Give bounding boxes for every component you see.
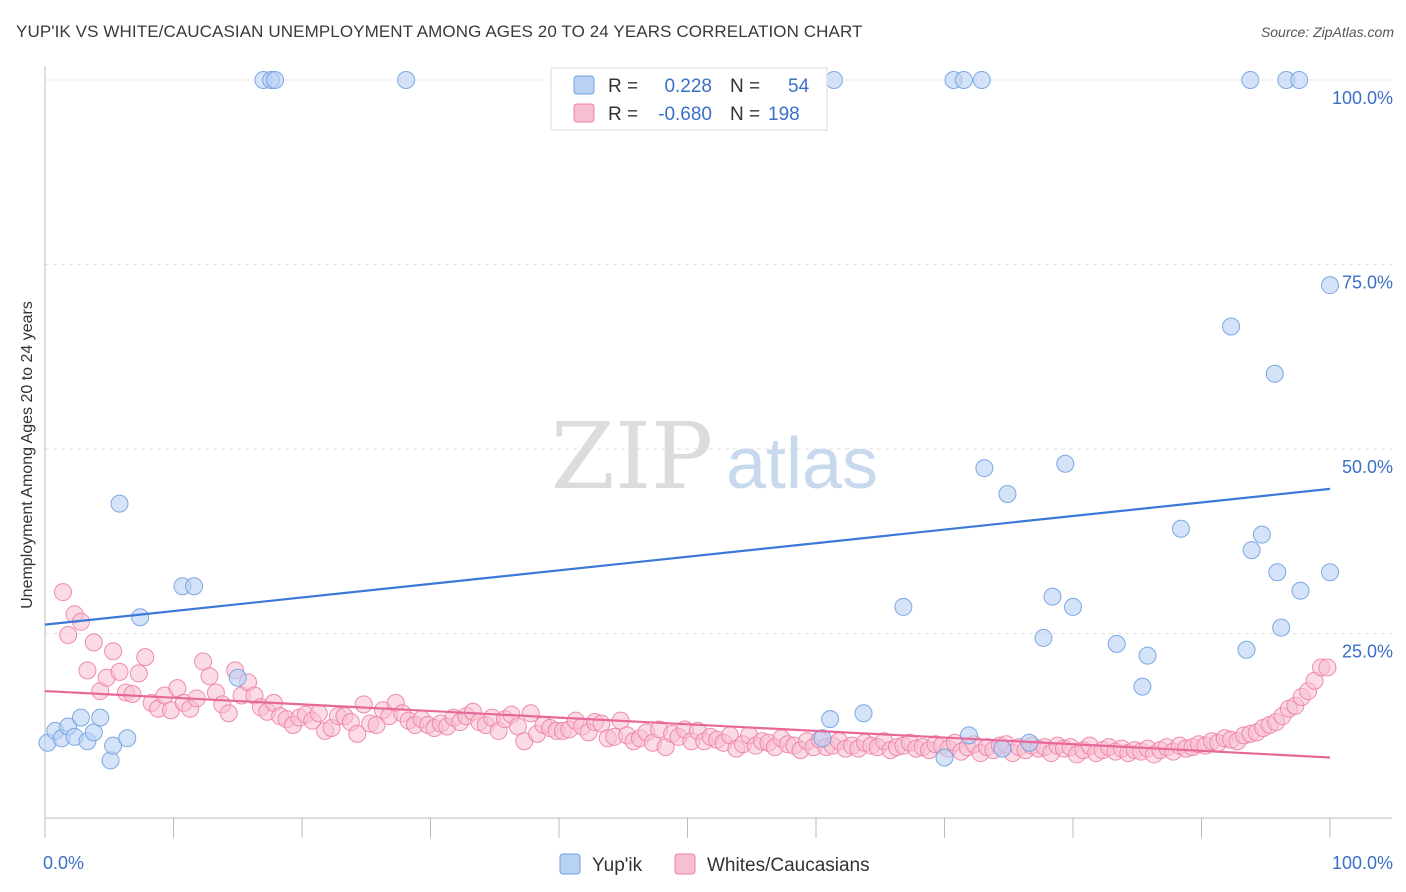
point-yupik-54 bbox=[993, 739, 1012, 758]
point-whites-13 bbox=[136, 648, 155, 667]
point-yupik-33 bbox=[998, 485, 1017, 504]
legend-n-value-yupik: 54 bbox=[788, 76, 810, 97]
point-whites-5 bbox=[84, 633, 103, 652]
point-yupik-12 bbox=[118, 729, 137, 748]
point-yupik-31 bbox=[975, 459, 994, 478]
watermark-atlas: atlas bbox=[726, 424, 878, 504]
y-tick-labels: 25.0% 50.0% 75.0% 100.0% bbox=[1332, 88, 1393, 662]
point-yupik-49 bbox=[821, 710, 840, 729]
gridlines bbox=[45, 79, 1392, 634]
x-tick-label-0: 0.0% bbox=[43, 853, 84, 873]
series-whites-caucasians bbox=[53, 583, 1337, 764]
point-yupik-20 bbox=[397, 71, 416, 89]
point-yupik-15 bbox=[185, 577, 204, 596]
point-yupik-47 bbox=[1138, 646, 1157, 665]
point-yupik-53 bbox=[813, 729, 832, 748]
point-yupik-44 bbox=[1034, 628, 1053, 647]
point-yupik-27 bbox=[1290, 71, 1309, 89]
point-whites-0 bbox=[53, 583, 72, 602]
point-yupik-24 bbox=[972, 71, 991, 89]
point-yupik-13 bbox=[131, 608, 150, 627]
y-tick-label-1: 50.0% bbox=[1342, 457, 1393, 477]
point-yupik-38 bbox=[1321, 563, 1339, 582]
point-whites-197 bbox=[1318, 658, 1337, 677]
watermark: ZIP atlas bbox=[551, 403, 878, 510]
point-yupik-29 bbox=[1222, 317, 1241, 336]
point-yupik-23 bbox=[954, 71, 973, 89]
point-yupik-11 bbox=[110, 494, 129, 513]
legend-r-label-yupik: R = bbox=[608, 76, 638, 97]
axes bbox=[44, 66, 1392, 838]
point-yupik-5 bbox=[71, 708, 90, 727]
point-yupik-50 bbox=[854, 704, 873, 723]
point-yupik-19 bbox=[266, 71, 285, 89]
point-yupik-55 bbox=[935, 748, 954, 767]
point-whites-26 bbox=[219, 704, 238, 723]
point-yupik-21 bbox=[824, 71, 843, 89]
point-yupik-10 bbox=[104, 736, 123, 755]
legend-bottom-label-yupik: Yup'ik bbox=[592, 855, 643, 876]
point-whites-4 bbox=[78, 661, 97, 680]
point-whites-73 bbox=[521, 704, 540, 723]
point-whites-40 bbox=[309, 704, 328, 723]
legend-bottom-swatch-yupik bbox=[559, 853, 581, 875]
legend-swatch-yupik bbox=[573, 75, 595, 95]
y-tick-label-3: 100.0% bbox=[1332, 88, 1393, 108]
point-yupik-30 bbox=[1265, 364, 1284, 383]
point-whites-1 bbox=[59, 625, 78, 644]
point-whites-46 bbox=[348, 724, 367, 743]
legend-n-label-whites: N = bbox=[730, 104, 760, 125]
legend-bottom-label-whites: Whites/Caucasians bbox=[707, 855, 870, 876]
x-tick-label-1: 100.0% bbox=[1332, 853, 1393, 873]
trend-lines bbox=[44, 487, 1331, 759]
legend-stats: R = 0.228 N = 54 R = -0.680 N = 198 bbox=[550, 67, 828, 131]
point-yupik-41 bbox=[1064, 597, 1082, 616]
point-whites-9 bbox=[110, 662, 129, 681]
legend-n-value-whites: 198 bbox=[768, 104, 800, 125]
point-yupik-48 bbox=[1133, 677, 1152, 696]
source-credit: Source: ZipAtlas.com bbox=[1260, 24, 1394, 40]
point-whites-23 bbox=[200, 667, 219, 686]
legend-r-value-whites: -0.680 bbox=[658, 104, 712, 125]
chart-title: YUP'IK VS WHITE/CAUCASIAN UNEMPLOYMENT A… bbox=[16, 22, 863, 41]
legend-r-value-yupik: 0.228 bbox=[664, 76, 712, 97]
point-yupik-36 bbox=[1242, 541, 1261, 560]
legend-swatch-whites bbox=[573, 103, 595, 123]
legend-series: Yup'ik Whites/Caucasians bbox=[559, 853, 870, 876]
x-tick-labels: 0.0% 100.0% bbox=[43, 853, 1393, 873]
point-whites-47 bbox=[354, 695, 373, 714]
point-yupik-28 bbox=[1321, 276, 1339, 295]
point-yupik-42 bbox=[894, 597, 913, 616]
point-yupik-25 bbox=[1241, 71, 1260, 89]
point-whites-8 bbox=[104, 642, 123, 661]
trend-line-whites bbox=[44, 689, 1331, 759]
legend-n-label-yupik: N = bbox=[730, 76, 760, 97]
point-yupik-46 bbox=[1237, 640, 1256, 659]
point-yupik-8 bbox=[91, 708, 110, 727]
point-yupik-40 bbox=[1043, 587, 1062, 606]
point-whites-11 bbox=[123, 685, 142, 704]
y-tick-label-2: 75.0% bbox=[1342, 273, 1393, 293]
point-whites-12 bbox=[129, 664, 148, 683]
point-yupik-34 bbox=[1171, 519, 1190, 538]
point-yupik-39 bbox=[1291, 581, 1310, 600]
point-yupik-51 bbox=[959, 726, 978, 745]
point-yupik-35 bbox=[1252, 525, 1271, 544]
point-yupik-45 bbox=[1107, 634, 1126, 653]
point-yupik-16 bbox=[228, 668, 247, 687]
series-yupik bbox=[38, 71, 1339, 770]
trend-line-yupik bbox=[44, 487, 1331, 626]
point-yupik-32 bbox=[1056, 454, 1075, 473]
y-tick-label-0: 25.0% bbox=[1342, 642, 1393, 662]
point-yupik-43 bbox=[1272, 618, 1291, 637]
watermark-zip: ZIP bbox=[551, 403, 713, 510]
point-yupik-37 bbox=[1268, 563, 1287, 582]
legend-r-label-whites: R = bbox=[608, 104, 638, 125]
legend-bottom-swatch-whites bbox=[674, 853, 696, 875]
point-yupik-9 bbox=[101, 751, 120, 770]
